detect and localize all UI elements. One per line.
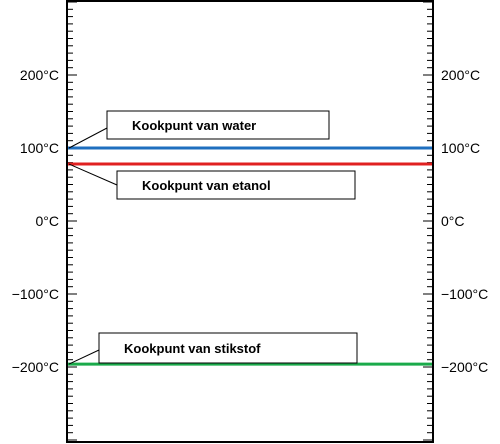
y-tick-label-left: 0°C [36,213,60,229]
callout-label-nitrogen: Kookpunt van stikstof [124,341,261,356]
tick-marks [67,1,433,441]
callout-label-ethanol: Kookpunt van etanol [142,178,271,193]
y-tick-label-left: 200°C [20,67,59,83]
leader-line-nitrogen [68,349,100,365]
boiling-point-lines [67,146,433,366]
y-tick-label-right: 0°C [441,213,465,229]
callout-box-water [106,110,330,140]
y-tick-label-left: −200°C [12,359,59,375]
callouts: Kookpunt van water Kookpunt van etanol Koo… [68,110,358,365]
leader-line-ethanol [68,163,118,186]
y-tick-label-right: −200°C [441,359,488,375]
callout-label-water: Kookpunt van water [132,118,256,133]
y-tick-label-right: 100°C [441,140,480,156]
y-tick-label-left: −100°C [12,286,59,302]
y-tick-label-right: 200°C [441,67,480,83]
leader-line-water [68,127,108,149]
callout-box-nitrogen [98,332,358,364]
y-tick-label-right: −100°C [441,286,488,302]
plot-frame [66,0,434,443]
y-tick-label-left: 100°C [20,140,59,156]
tick-labels: 200°C 200°C 100°C 100°C 0°C 0°C −100°C −100°C −2… [12,67,489,375]
callout-box-ethanol [116,170,356,200]
